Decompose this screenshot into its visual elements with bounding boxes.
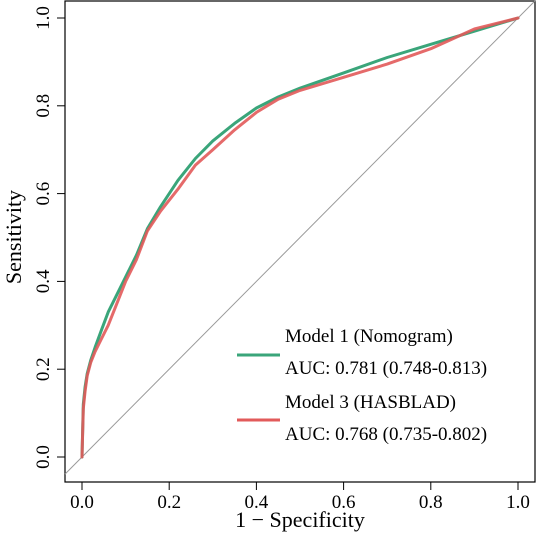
y-tick-label: 1.0 [33, 6, 54, 30]
legend-auc-model-3: AUC: 0.768 (0.735-0.802) [285, 424, 487, 445]
y-tick-label: 0.4 [33, 269, 54, 293]
legend-series-name-model-3: Model 3 (HASBLAD) [285, 392, 456, 413]
x-tick-label: 0.2 [157, 492, 181, 513]
y-axis: 0.0 0.2 0.4 0.6 0.8 1.0 [33, 6, 66, 469]
y-tick-label: 0.2 [33, 357, 54, 381]
y-axis-label: Sensitivity [1, 190, 26, 284]
y-tick-label: 0.8 [33, 94, 54, 118]
roc-curve-model-3 [80, 16, 520, 459]
x-tick-label: 0.0 [70, 492, 94, 513]
x-axis-label: 1 − Specificity [235, 507, 365, 532]
x-axis: 0.0 0.2 0.4 0.6 0.8 1.0 [70, 481, 530, 513]
x-tick-label: 0.8 [419, 492, 443, 513]
y-tick-label: 0.6 [33, 182, 54, 206]
y-tick-label: 0.0 [33, 445, 54, 469]
series-layer [80, 16, 520, 459]
x-tick-label: 0.4 [245, 492, 269, 513]
legend-series-name-model-1: Model 1 (Nomogram) [285, 326, 453, 347]
x-tick-label: 0.6 [332, 492, 356, 513]
x-tick-label: 1.0 [506, 492, 530, 513]
legend: Model 1 (Nomogram) AUC: 0.781 (0.748-0.8… [237, 326, 487, 445]
legend-auc-model-1: AUC: 0.781 (0.748-0.813) [285, 358, 487, 379]
reference-diagonal-line [64, 0, 536, 475]
